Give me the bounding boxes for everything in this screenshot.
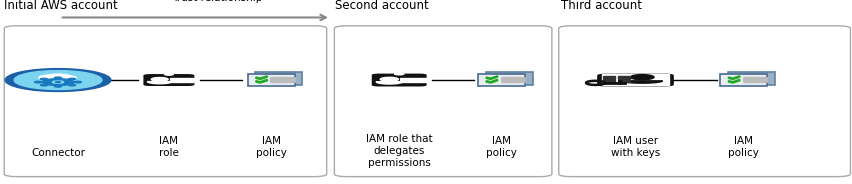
Circle shape — [55, 77, 61, 79]
Text: Third account: Third account — [561, 0, 642, 12]
Text: IAM
policy: IAM policy — [728, 136, 758, 158]
Bar — [719, 74, 767, 86]
Bar — [618, 80, 629, 82]
Text: IAM
policy: IAM policy — [486, 136, 516, 158]
FancyBboxPatch shape — [558, 26, 849, 177]
Bar — [477, 74, 525, 86]
Ellipse shape — [42, 78, 74, 82]
Bar — [247, 74, 295, 86]
Bar — [602, 76, 614, 79]
FancyBboxPatch shape — [596, 74, 673, 86]
FancyBboxPatch shape — [163, 73, 175, 75]
Circle shape — [68, 78, 76, 80]
Bar — [170, 78, 194, 79]
Circle shape — [68, 84, 76, 86]
Text: Second account: Second account — [335, 0, 429, 12]
Polygon shape — [376, 82, 402, 84]
Text: Initial AWS account: Initial AWS account — [4, 0, 118, 12]
Bar — [742, 78, 767, 79]
Text: Trust relationship: Trust relationship — [172, 0, 262, 3]
Circle shape — [55, 82, 60, 83]
Circle shape — [42, 79, 74, 86]
Bar — [602, 80, 614, 82]
Bar — [728, 72, 774, 85]
Circle shape — [164, 73, 173, 75]
Bar — [618, 76, 629, 79]
Polygon shape — [147, 82, 172, 84]
Circle shape — [5, 69, 111, 91]
Bar — [742, 80, 767, 81]
FancyBboxPatch shape — [334, 26, 551, 177]
Circle shape — [630, 75, 653, 80]
Circle shape — [56, 76, 76, 80]
Circle shape — [74, 81, 81, 83]
Bar — [601, 74, 669, 85]
Bar — [270, 78, 295, 79]
Bar — [486, 72, 532, 85]
Bar — [270, 80, 295, 81]
Text: IAM user
with keys: IAM user with keys — [610, 136, 659, 158]
FancyBboxPatch shape — [4, 26, 326, 177]
Bar — [256, 72, 302, 85]
Circle shape — [55, 86, 61, 87]
Circle shape — [151, 77, 168, 81]
Bar — [400, 78, 426, 79]
Polygon shape — [621, 81, 662, 83]
Bar — [400, 80, 426, 81]
Text: IAM
policy: IAM policy — [256, 136, 286, 158]
Circle shape — [14, 71, 101, 89]
Circle shape — [35, 81, 42, 83]
Circle shape — [45, 74, 71, 80]
Circle shape — [40, 84, 48, 86]
Circle shape — [394, 73, 404, 75]
Circle shape — [39, 75, 61, 80]
Text: IAM
role: IAM role — [158, 136, 179, 158]
Circle shape — [52, 81, 64, 83]
Text: IAM role that
delegates
permissions: IAM role that delegates permissions — [366, 134, 432, 168]
FancyBboxPatch shape — [143, 74, 194, 86]
Text: Connector: Connector — [31, 148, 85, 158]
FancyBboxPatch shape — [393, 73, 405, 75]
FancyBboxPatch shape — [371, 74, 426, 86]
Circle shape — [380, 77, 398, 81]
Bar — [170, 80, 194, 81]
Bar — [500, 80, 525, 81]
Circle shape — [40, 78, 48, 80]
Bar — [500, 78, 525, 79]
